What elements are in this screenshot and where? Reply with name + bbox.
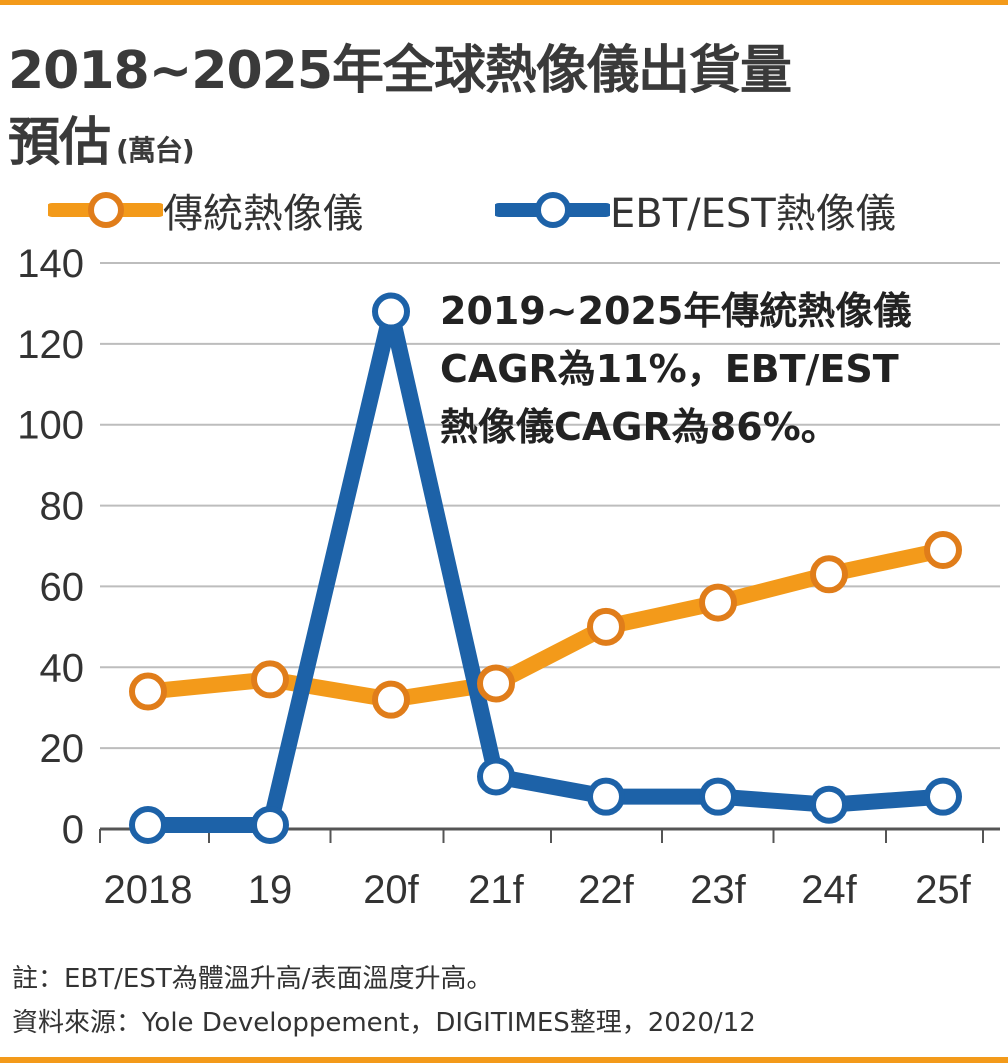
x-tick-label: 22f: [578, 868, 634, 912]
annotation: 2019~2025年傳統熱像儀 CAGR為11%，EBT/EST 熱像儀CAGR…: [440, 282, 911, 456]
data-point-1: [924, 777, 962, 816]
chart-title: 2018~2025年全球熱像儀出貨量: [8, 41, 792, 101]
x-tick-label: 23f: [690, 868, 746, 912]
data-point-1: [251, 805, 289, 844]
footnote: 註：EBT/EST為體溫升高/表面溫度升高。: [12, 964, 493, 994]
y-tick-label: 140: [17, 242, 84, 286]
data-point-0: [477, 664, 515, 703]
y-tick-label: 80: [40, 485, 85, 529]
x-tick-label: 24f: [801, 868, 857, 912]
chart-title-part: 預估: [8, 113, 111, 173]
legend-ebt: EBT/EST熱像儀: [495, 180, 896, 240]
data-point-0: [699, 583, 737, 622]
annotation-line: CAGR為11%，EBT/EST: [440, 347, 899, 391]
chart-title-line2: 預估 (萬台): [8, 100, 195, 175]
x-tick-label: 20f: [363, 868, 419, 912]
data-point-0: [129, 672, 167, 711]
y-tick-label: 60: [40, 565, 85, 609]
data-point-1: [477, 757, 515, 796]
x-tick-label: 2018: [104, 868, 193, 912]
series-line-0: [147, 542, 945, 708]
legend-traditional: 傳統熱像儀: [48, 180, 363, 240]
unit-label: (萬台): [116, 134, 195, 167]
data-point-1: [129, 805, 167, 844]
data-point-1: [587, 777, 625, 816]
bottom-accent-bar: [0, 1057, 1008, 1063]
x-tick-label: 19: [248, 868, 293, 912]
legend-marker-traditional-icon: [48, 192, 163, 228]
y-tick-label: 100: [17, 404, 84, 448]
x-tick-label: 21f: [468, 868, 524, 912]
y-tick-label: 40: [40, 646, 85, 690]
y-tick-label: 20: [40, 727, 85, 771]
annotation-line: 熱像儀CAGR為86%。: [440, 405, 839, 449]
y-tick-label: 120: [17, 323, 84, 367]
data-point-1: [372, 292, 410, 331]
data-point-0: [924, 531, 962, 570]
top-accent-bar: [0, 0, 1008, 5]
data-point-1: [699, 777, 737, 816]
legend-label-ebt: EBT/EST熱像儀: [610, 191, 896, 237]
legend-label-traditional: 傳統熱像儀: [163, 191, 363, 237]
data-point-1: [810, 785, 848, 824]
source: 資料來源：Yole Developpement，DIGITIMES整理，2020…: [12, 1008, 756, 1038]
data-point-0: [251, 660, 289, 699]
legend-marker-ebt-icon: [495, 192, 610, 228]
x-tick-label: 25f: [915, 868, 971, 912]
data-point-0: [372, 680, 410, 719]
data-point-0: [810, 555, 848, 594]
annotation-line: 2019~2025年傳統熱像儀: [440, 289, 912, 333]
y-tick-label: 0: [62, 808, 84, 852]
data-point-0: [587, 607, 625, 646]
